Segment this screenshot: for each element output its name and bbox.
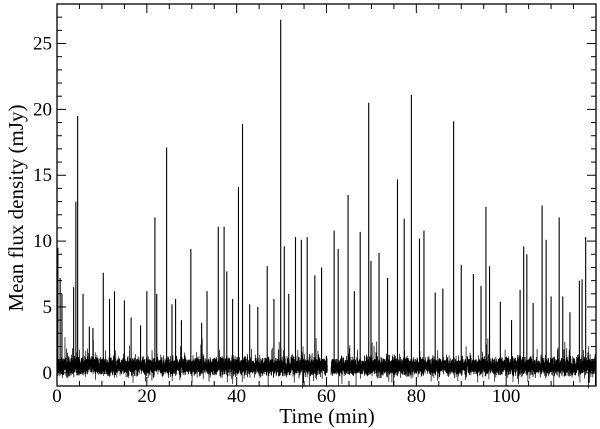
- baseline-noise-line: [56, 337, 597, 389]
- y-tick-label: 0: [43, 363, 53, 384]
- plot-layer: [56, 19, 597, 389]
- y-tick-label: 10: [33, 231, 52, 252]
- x-tick-label: 100: [492, 386, 521, 407]
- y-tick-label: 20: [33, 99, 52, 120]
- y-tick-label: 25: [33, 34, 52, 55]
- y-tick-label: 15: [33, 165, 52, 186]
- x-tick-label: 20: [137, 386, 156, 407]
- x-tick-label: 40: [227, 386, 246, 407]
- axis-layer: 0 20 40 60 80 100 0 5 10 15 20 25: [33, 3, 597, 407]
- plot-frame: [56, 3, 597, 387]
- x-tick-label: 60: [317, 386, 336, 407]
- x-axis-title: Time (min): [279, 404, 374, 428]
- x-tick-label: 80: [407, 386, 426, 407]
- y-tick-label: 5: [43, 297, 53, 318]
- y-axis-title: Mean flux density (mJy): [4, 104, 28, 311]
- x-tick-label: 0: [52, 386, 62, 407]
